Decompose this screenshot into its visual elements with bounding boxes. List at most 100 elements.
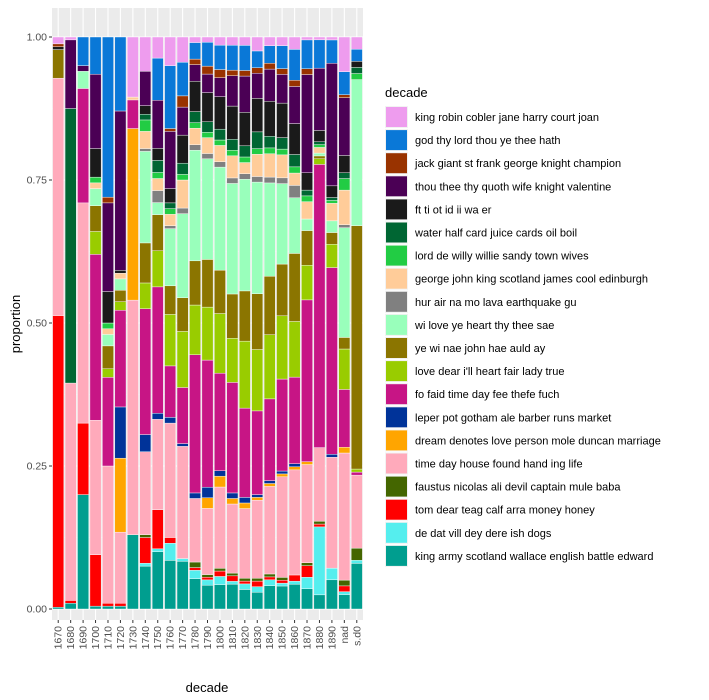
bar-segment xyxy=(239,578,251,582)
bar-segment xyxy=(288,154,301,168)
bar-segment xyxy=(263,334,276,400)
bar-segment xyxy=(326,267,338,455)
bar-segment xyxy=(52,49,65,79)
bar-segment xyxy=(89,254,102,421)
bar-segment xyxy=(114,603,127,607)
bar-segment xyxy=(313,526,326,596)
bar-segment xyxy=(214,486,226,569)
bar-segment xyxy=(176,446,189,559)
bar-segment xyxy=(276,585,288,610)
bar-segment xyxy=(114,290,127,302)
bar-segment xyxy=(326,457,338,569)
bar-segment xyxy=(214,269,226,314)
bar-segment xyxy=(251,349,264,412)
bar-segment xyxy=(189,150,201,262)
bar-segment xyxy=(102,36,114,198)
bar-segment xyxy=(326,567,338,581)
bar-segment xyxy=(263,480,276,484)
bar-segment xyxy=(201,577,214,581)
bar-segment xyxy=(214,166,226,271)
legend-swatch xyxy=(386,199,407,220)
bar-segment xyxy=(251,50,264,68)
bar-segment xyxy=(263,147,276,154)
bar-segment xyxy=(251,586,264,593)
x-tick-label: 1860 xyxy=(289,626,301,650)
bar-segment xyxy=(176,561,189,610)
bar-segment xyxy=(214,145,226,162)
bar-segment xyxy=(214,139,226,146)
bar-segment xyxy=(214,475,226,488)
bar-segment xyxy=(89,73,102,149)
bar-segment xyxy=(151,286,164,414)
bar-segment xyxy=(127,36,139,98)
bar-segment xyxy=(102,196,114,204)
bar-segment xyxy=(313,147,326,154)
bar-segment xyxy=(263,576,276,581)
bar-segment xyxy=(338,579,351,587)
legend-label: faustus nicolas ali devil captain mule b… xyxy=(415,482,621,494)
bar-segment xyxy=(64,36,77,41)
bar-segment xyxy=(64,600,77,604)
bar-segment xyxy=(176,106,189,136)
bar-segment xyxy=(139,534,152,538)
bar-segment xyxy=(301,172,313,191)
bar-segment xyxy=(201,92,214,122)
bar-segment xyxy=(326,185,338,198)
legend-swatch xyxy=(386,430,407,451)
bar-segment xyxy=(139,71,152,106)
legend-label: king army scotland wallace english battl… xyxy=(415,551,653,563)
bar-segment xyxy=(176,162,189,175)
bar-segment xyxy=(102,202,114,292)
bar-segment xyxy=(301,461,313,465)
bar-segment xyxy=(64,108,77,384)
bar-segment xyxy=(338,94,351,98)
bar-segment xyxy=(201,306,214,361)
bar-segment xyxy=(276,378,288,472)
bar-segment xyxy=(176,297,189,332)
bar-segment xyxy=(226,45,239,71)
bar-segment xyxy=(114,278,127,291)
bar-segment xyxy=(189,81,201,112)
legend-label: lord de willy willie sandy town wives xyxy=(415,251,589,263)
bar-segment xyxy=(313,164,326,448)
bar-segment xyxy=(251,580,264,587)
bar-segment xyxy=(64,382,77,601)
bar-segment xyxy=(251,36,264,52)
bar-segment xyxy=(251,181,264,294)
bar-segment xyxy=(350,563,363,610)
bar-segment xyxy=(313,67,326,131)
bar-segment xyxy=(263,36,276,46)
bar-segment xyxy=(326,244,338,268)
bar-segment xyxy=(102,291,114,324)
bar-segment xyxy=(326,220,338,233)
bar-segment xyxy=(176,331,189,388)
bar-segment xyxy=(251,131,264,149)
bar-segment xyxy=(313,144,326,148)
bar-segment xyxy=(350,560,363,564)
bar-segment xyxy=(276,45,288,69)
bar-segment xyxy=(189,260,201,306)
legend-swatch xyxy=(386,522,407,543)
bar-segment xyxy=(176,558,189,562)
bar-segment xyxy=(350,468,363,473)
bar-segment xyxy=(214,313,226,374)
bar-segment xyxy=(189,122,201,129)
bar-segment xyxy=(276,68,288,75)
bar-segment xyxy=(189,498,201,563)
bar-segment xyxy=(239,173,251,180)
bar-segment xyxy=(114,301,127,311)
bar-segment xyxy=(201,359,214,488)
y-tick-label: 1.00 xyxy=(27,32,48,44)
bar-segment xyxy=(139,119,152,132)
bar-segment xyxy=(301,36,313,41)
bar-segment xyxy=(251,494,264,498)
bar-segment xyxy=(89,176,102,184)
bar-segment xyxy=(201,36,214,43)
x-axis-title: decade xyxy=(186,680,229,695)
bar-segment xyxy=(338,452,351,581)
legend-swatch xyxy=(386,245,407,266)
bar-segment xyxy=(288,253,301,322)
x-tick-label: s.d0 xyxy=(351,626,363,646)
bar-segment xyxy=(288,580,301,585)
bar-segment xyxy=(276,36,288,46)
